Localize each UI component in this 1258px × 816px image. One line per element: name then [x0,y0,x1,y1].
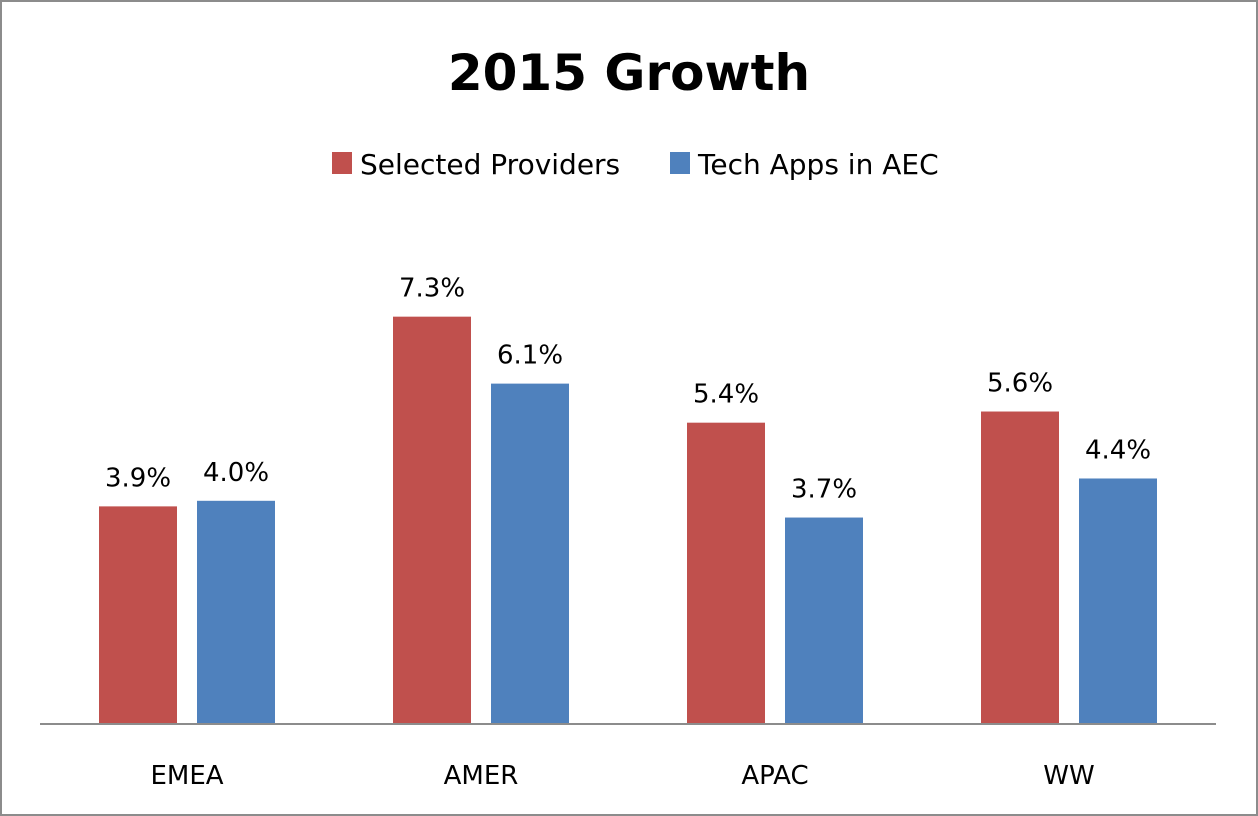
bar-ww-tech-apps-in-aec [1079,478,1157,724]
x-tick-label-emea: EMEA [150,761,223,791]
bar-apac-tech-apps-in-aec [785,517,863,724]
x-tick-label-ww: WW [1043,761,1094,791]
x-tick-label-amer: AMER [444,761,519,791]
bar-emea-selected-providers [99,506,177,724]
legend-label-selected-providers: Selected Providers [360,148,620,181]
data-label-ww-selected-providers: 5.6% [987,369,1053,399]
data-labels-group: 3.9% 4.0% 7.3% 6.1% 5.4% 3.7% 5.6% 4.4% [105,274,1151,505]
bars-group [99,316,1157,724]
legend-label-tech-apps-in-aec: Tech Apps in AEC [697,148,939,181]
data-label-apac-tech-apps-in-aec: 3.7% [791,475,857,505]
data-label-emea-tech-apps-in-aec: 4.0% [203,458,269,488]
bar-ww-selected-providers [981,411,1059,724]
legend-swatch-tech-apps-in-aec [670,152,690,174]
data-label-emea-selected-providers: 3.9% [105,463,171,493]
data-label-amer-tech-apps-in-aec: 6.1% [497,341,563,371]
data-label-amer-selected-providers: 7.3% [399,274,465,304]
legend: Selected Providers Tech Apps in AEC [332,148,939,181]
legend-swatch-selected-providers [332,152,352,174]
bar-amer-selected-providers [393,316,471,724]
bar-amer-tech-apps-in-aec [491,383,569,724]
bar-emea-tech-apps-in-aec [197,500,275,724]
x-tick-labels: EMEA AMER APAC WW [150,761,1094,791]
data-label-apac-selected-providers: 5.4% [693,380,759,410]
data-label-ww-tech-apps-in-aec: 4.4% [1085,435,1151,465]
chart-title: 2015 Growth [448,44,810,102]
bar-apac-selected-providers [687,422,765,724]
x-tick-label-apac: APAC [741,761,808,791]
